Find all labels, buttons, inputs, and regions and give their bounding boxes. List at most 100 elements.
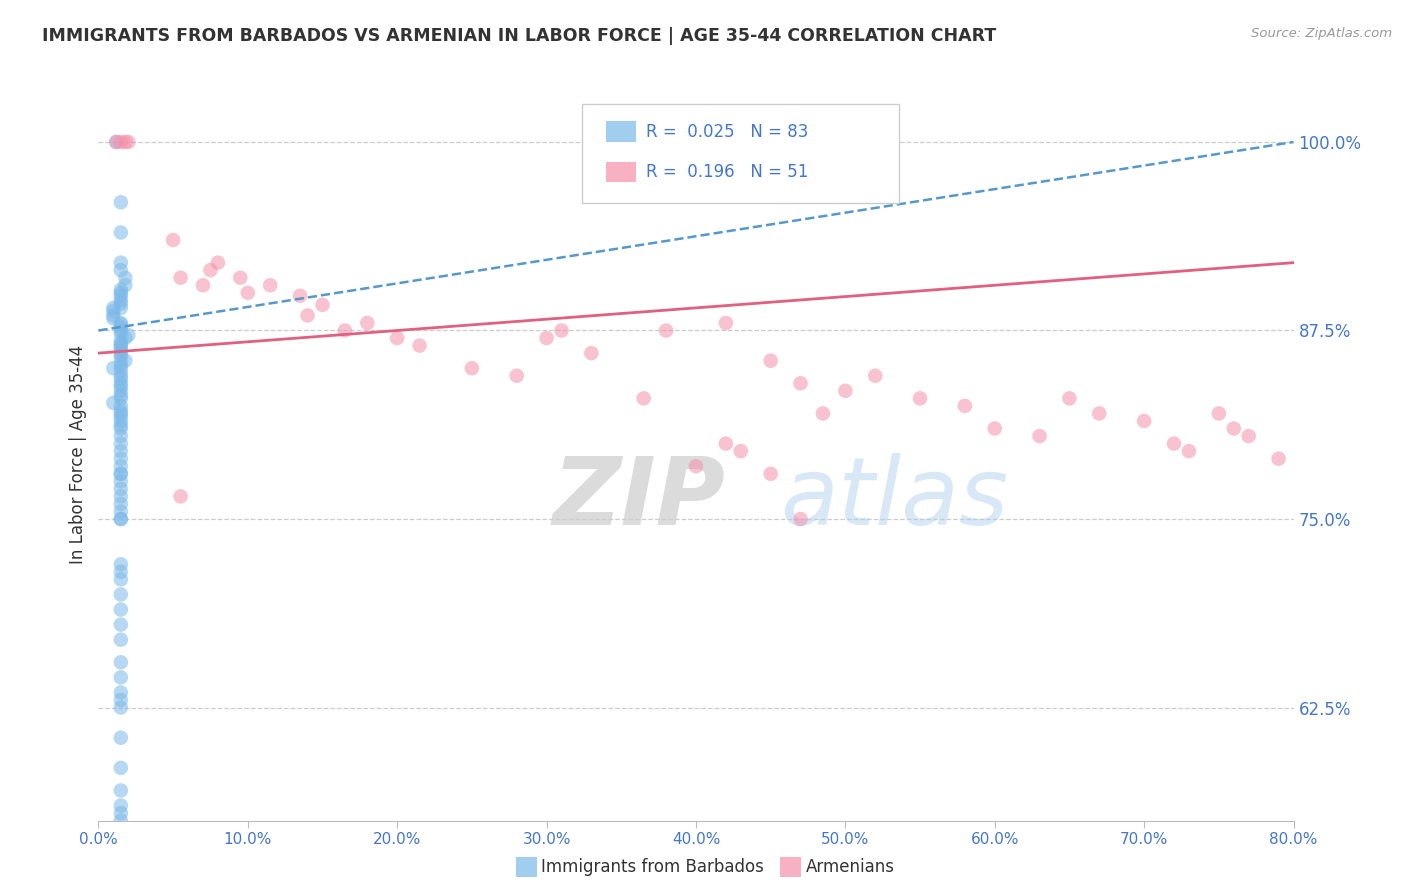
Point	[110, 337, 132, 351]
Point	[110, 475, 132, 489]
Point	[105, 135, 128, 149]
Point	[110, 587, 132, 601]
Point	[110, 731, 132, 745]
Point	[114, 135, 136, 149]
Point	[408, 338, 430, 352]
Point	[110, 296, 132, 310]
Point	[105, 135, 128, 149]
Point	[506, 368, 529, 383]
Point	[110, 392, 132, 406]
Point	[103, 396, 125, 410]
Text: R =  0.025   N = 83: R = 0.025 N = 83	[645, 122, 808, 141]
Point	[1178, 444, 1201, 458]
FancyBboxPatch shape	[582, 103, 900, 202]
Point	[110, 558, 132, 572]
Point	[110, 489, 132, 503]
Point	[103, 301, 125, 315]
Point	[1223, 421, 1246, 435]
Point	[110, 409, 132, 424]
Point	[110, 379, 132, 393]
Point	[297, 309, 319, 323]
Point	[110, 617, 132, 632]
Point	[110, 316, 132, 330]
Point	[714, 436, 737, 450]
Point	[110, 289, 132, 303]
Point	[103, 304, 125, 318]
Point	[789, 376, 811, 391]
Point	[110, 467, 132, 481]
Point	[110, 670, 132, 684]
Text: Armenians: Armenians	[806, 858, 894, 876]
Text: atlas: atlas	[779, 453, 1008, 544]
Point	[114, 331, 136, 345]
Text: IMMIGRANTS FROM BARBADOS VS ARMENIAN IN LABOR FORCE | AGE 35-44 CORRELATION CHAR: IMMIGRANTS FROM BARBADOS VS ARMENIAN IN …	[42, 27, 997, 45]
Point	[110, 364, 132, 378]
Text: R =  0.196   N = 51: R = 0.196 N = 51	[645, 163, 808, 181]
Point	[110, 324, 132, 338]
Point	[110, 195, 132, 210]
Point	[908, 392, 931, 406]
Point	[236, 285, 259, 300]
Point	[1133, 414, 1156, 428]
Point	[110, 372, 132, 386]
Point	[110, 798, 132, 813]
Point	[110, 376, 132, 391]
Point	[110, 761, 132, 775]
Point	[953, 399, 976, 413]
Point	[114, 278, 136, 293]
Point	[110, 572, 132, 586]
Point	[110, 338, 132, 352]
Point	[1163, 436, 1185, 450]
Point	[110, 344, 132, 359]
Point	[1028, 429, 1050, 443]
Point	[110, 512, 132, 526]
Point	[110, 421, 132, 435]
Point	[1059, 392, 1081, 406]
Point	[169, 270, 191, 285]
Point	[110, 444, 132, 458]
Point	[110, 407, 132, 421]
Point	[110, 388, 132, 402]
Point	[110, 263, 132, 277]
Point	[110, 814, 132, 828]
Point	[110, 482, 132, 496]
Point	[110, 226, 132, 240]
Point	[110, 283, 132, 297]
Point	[110, 399, 132, 413]
Point	[110, 293, 132, 308]
Point	[550, 324, 572, 338]
Point	[117, 135, 139, 149]
Point	[1208, 407, 1230, 421]
Point	[110, 512, 132, 526]
Point	[110, 459, 132, 474]
Point	[110, 693, 132, 707]
Text: Source: ZipAtlas.com: Source: ZipAtlas.com	[1251, 27, 1392, 40]
Point	[110, 255, 132, 269]
Point	[207, 255, 229, 269]
Point	[110, 384, 132, 398]
Point	[110, 334, 132, 348]
Point	[633, 392, 655, 406]
Point	[110, 403, 132, 417]
Point	[169, 489, 191, 503]
Point	[714, 316, 737, 330]
Point	[110, 429, 132, 443]
FancyBboxPatch shape	[606, 161, 637, 182]
Point	[110, 359, 132, 374]
Point	[385, 331, 409, 345]
Point	[865, 368, 887, 383]
Point	[461, 361, 484, 376]
Point	[834, 384, 856, 398]
Point	[1237, 429, 1260, 443]
FancyBboxPatch shape	[606, 121, 637, 142]
Text: Immigrants from Barbados: Immigrants from Barbados	[541, 858, 765, 876]
Y-axis label: In Labor Force | Age 35-44: In Labor Force | Age 35-44	[69, 345, 87, 565]
Point	[789, 512, 811, 526]
Point	[333, 324, 356, 338]
Point	[110, 700, 132, 714]
Point	[110, 326, 132, 341]
Point	[685, 459, 707, 474]
Point	[536, 331, 558, 345]
Point	[581, 346, 603, 360]
Point	[117, 328, 139, 343]
